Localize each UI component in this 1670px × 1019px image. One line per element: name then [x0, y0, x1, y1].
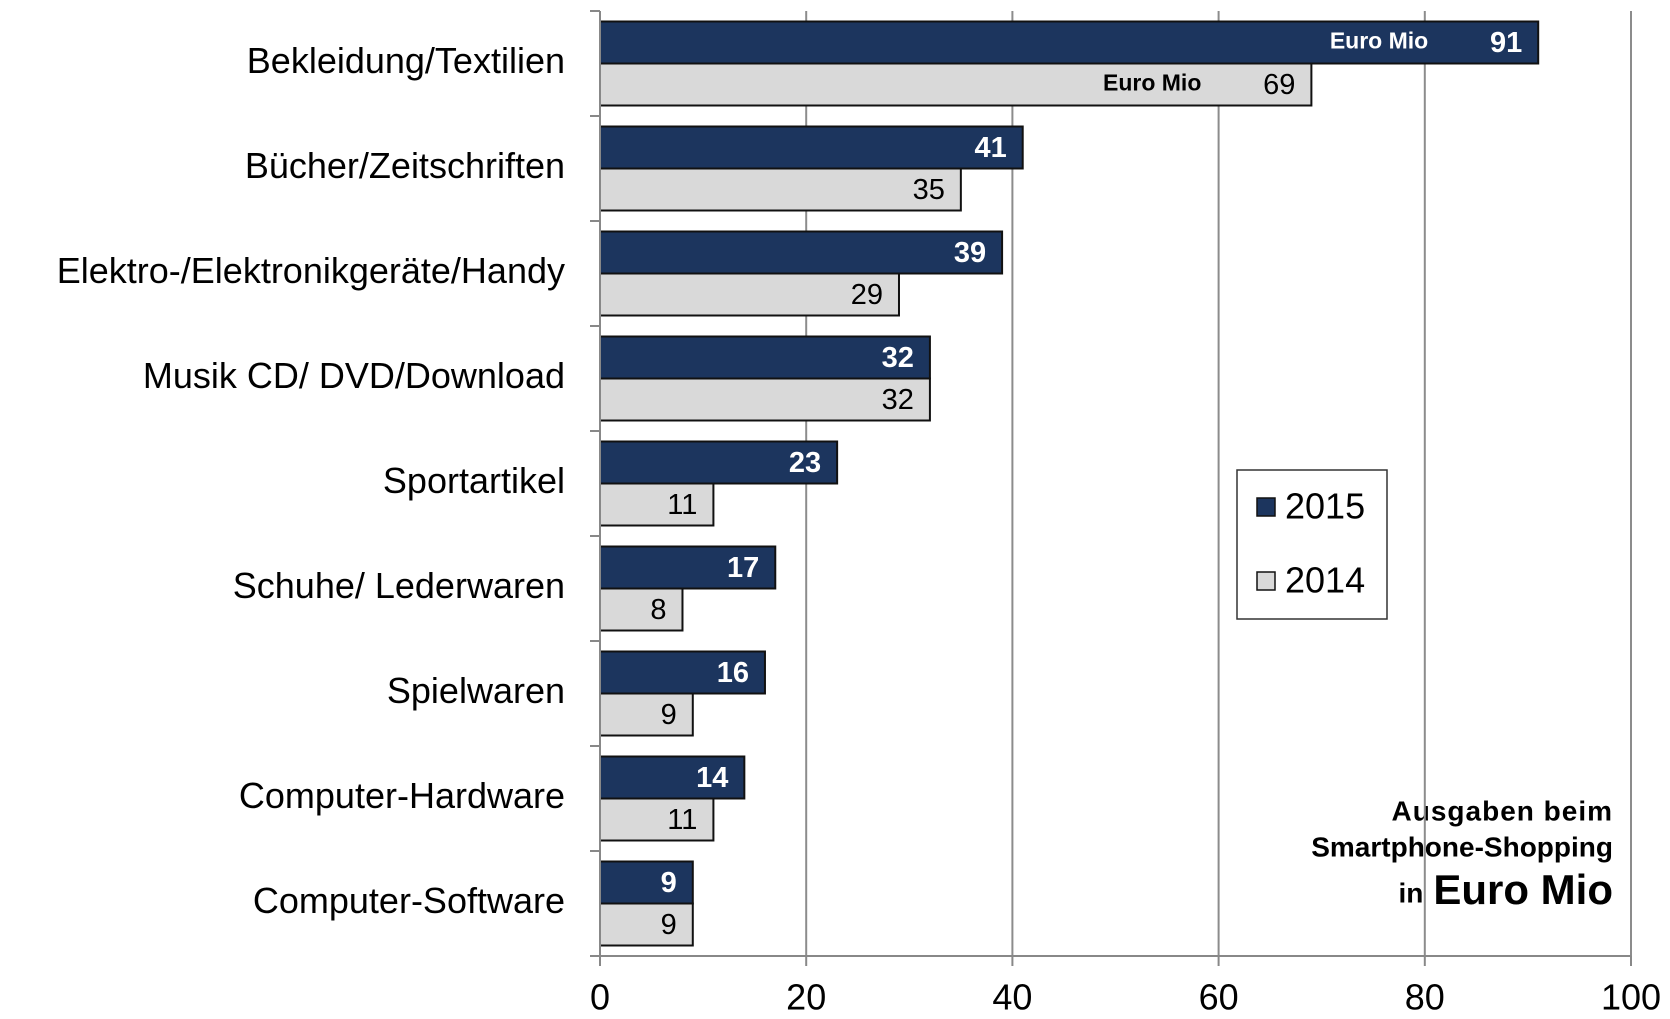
x-tick-label: 40 — [992, 977, 1032, 1018]
category-label: Bekleidung/Textilien — [247, 40, 565, 81]
bar — [599, 335, 931, 380]
value-label: 11 — [667, 804, 697, 836]
bar — [599, 650, 766, 695]
bar — [599, 545, 777, 590]
value-label: 14 — [696, 762, 728, 794]
value-label: 17 — [727, 552, 759, 584]
caption-line: Euro Mio — [1433, 866, 1613, 913]
bar — [599, 125, 1024, 170]
value-label: 39 — [954, 237, 986, 269]
category-label: Elektro-/Elektronikgeräte/Handy — [57, 250, 565, 291]
legend-swatch — [1256, 497, 1276, 517]
bar — [599, 860, 694, 905]
value-label: 23 — [789, 447, 821, 479]
legend-label: 2014 — [1285, 560, 1365, 601]
value-label: 29 — [851, 279, 883, 311]
category-label: Sportartikel — [383, 460, 565, 501]
category-label: Schuhe/ Lederwaren — [233, 565, 565, 606]
x-tick-label: 0 — [590, 977, 610, 1018]
value-label: 32 — [882, 342, 914, 374]
category-label: Spielwaren — [387, 670, 565, 711]
x-tick-label: 20 — [786, 977, 826, 1018]
legend-swatch — [1256, 571, 1276, 591]
value-label: 69 — [1263, 69, 1295, 101]
value-label: 35 — [913, 174, 945, 206]
bar — [599, 377, 931, 422]
bar — [599, 272, 900, 317]
value-label: 91 — [1490, 27, 1522, 59]
category-label: Bücher/Zeitschriften — [245, 145, 565, 186]
bar — [599, 902, 694, 947]
bar — [599, 797, 715, 842]
value-label: 16 — [717, 657, 749, 689]
value-label: 8 — [650, 594, 666, 626]
category-label: Computer-Hardware — [239, 775, 565, 816]
bar — [599, 167, 962, 212]
caption-line: in — [1398, 877, 1423, 908]
category-label: Musik CD/ DVD/Download — [143, 355, 565, 396]
bar-annotation: Euro Mio — [1330, 28, 1428, 54]
caption-line: Ausgaben beim — [1392, 795, 1613, 826]
legend-box — [1236, 469, 1388, 620]
caption-line: Smartphone-Shopping — [1311, 831, 1613, 862]
legend-label: 2015 — [1285, 486, 1365, 527]
bar — [599, 692, 694, 737]
value-label: 9 — [661, 699, 677, 731]
bar — [599, 587, 684, 632]
bar — [599, 482, 715, 527]
value-label: 32 — [882, 384, 914, 416]
x-tick-label: 80 — [1405, 977, 1445, 1018]
value-label: 41 — [974, 132, 1006, 164]
category-label: Computer-Software — [253, 880, 565, 921]
bar — [599, 230, 1004, 275]
bar — [599, 62, 1313, 107]
value-label: 9 — [661, 867, 677, 899]
value-label: 9 — [661, 909, 677, 941]
value-label: 11 — [667, 489, 697, 521]
bar-annotation: Euro Mio — [1103, 70, 1201, 96]
x-tick-label: 100 — [1601, 977, 1661, 1018]
x-tick-label: 60 — [1199, 977, 1239, 1018]
